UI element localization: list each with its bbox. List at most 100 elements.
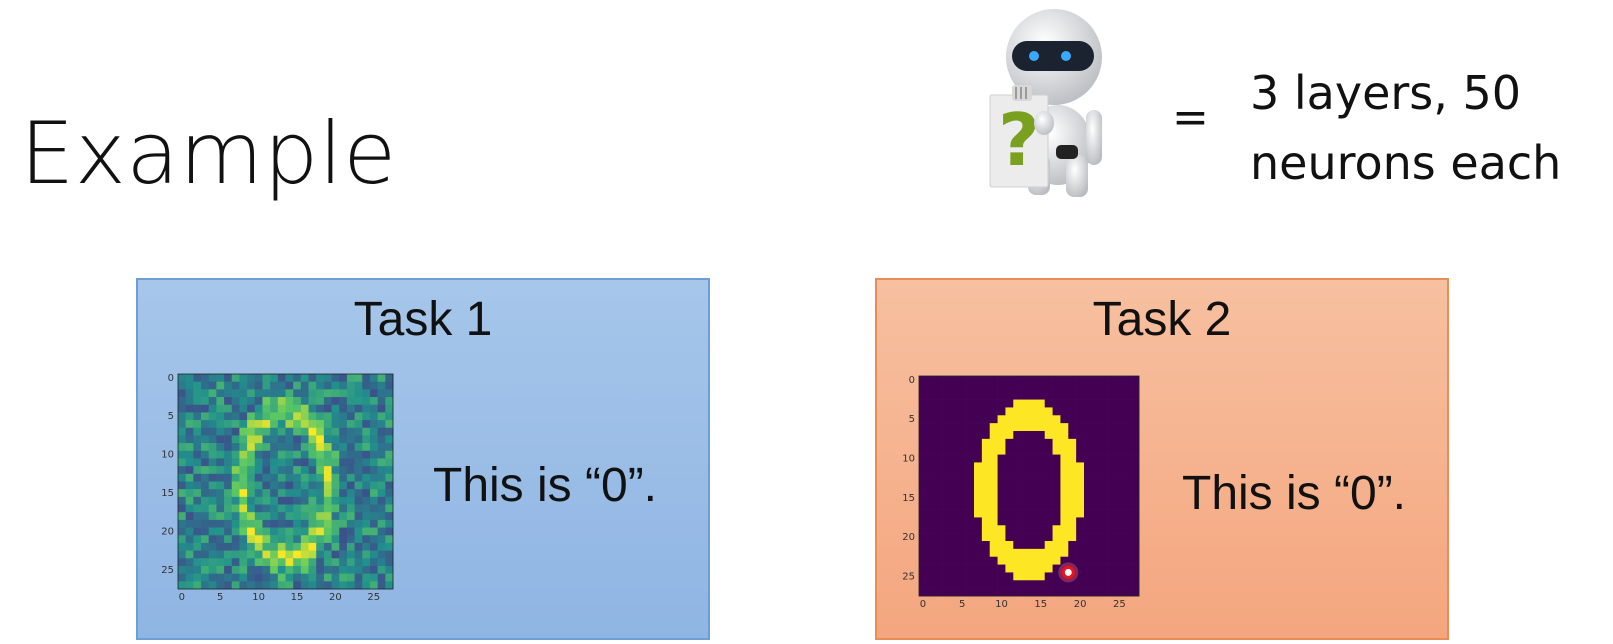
task1-caption: This is “0”.	[433, 459, 658, 512]
pixel-cell	[385, 427, 394, 436]
task2-title: Task 2	[1092, 293, 1232, 346]
pixel-cell	[346, 519, 355, 528]
pixel-cell	[277, 420, 286, 429]
pixel-cell	[981, 525, 991, 534]
y-tick-label: 15	[161, 488, 174, 499]
pixel-cell	[981, 415, 991, 424]
pixel-cell	[1084, 383, 1093, 393]
pixel-cell	[323, 535, 332, 544]
pixel-cell	[934, 415, 943, 424]
pixel-cell	[285, 435, 294, 444]
pixel-cell	[193, 443, 202, 452]
pixel-cell	[354, 550, 363, 559]
pixel-cell	[254, 519, 263, 528]
pixel-cell	[950, 525, 959, 534]
pixel-cell	[331, 420, 340, 429]
pixel-cell	[1005, 470, 1014, 479]
pixel-cell	[1099, 588, 1108, 597]
pixel-cell	[369, 481, 378, 490]
pixel-cell	[285, 374, 294, 382]
pixel-cell	[926, 423, 936, 432]
pixel-cell	[1044, 454, 1053, 463]
pixel-cell	[316, 489, 325, 498]
pixel-cell	[1123, 415, 1132, 424]
pixel-cell	[216, 512, 225, 521]
robot-icon: ?	[989, 9, 1102, 197]
pixel-cell	[1068, 525, 1077, 534]
pixel-cell	[989, 399, 998, 408]
pixel-cell	[950, 470, 959, 479]
pixel-cell	[1115, 493, 1124, 503]
pixel-cell	[208, 550, 217, 559]
pixel-cell	[208, 435, 217, 444]
pixel-cell	[1005, 501, 1014, 510]
pixel-cell	[323, 450, 332, 459]
pixel-cell	[1052, 454, 1061, 463]
pixel-cell	[369, 466, 378, 475]
pixel-cell	[997, 588, 1006, 597]
pixel-cell	[270, 558, 279, 567]
pixel-cell	[262, 512, 271, 521]
pixel-cell	[997, 533, 1006, 542]
pixel-cell	[1044, 509, 1053, 518]
pixel-cell	[277, 466, 286, 475]
pixel-cell	[989, 493, 998, 503]
pixel-cell	[201, 458, 210, 467]
pixel-cell	[254, 443, 263, 452]
pixel-cell	[262, 558, 271, 567]
pixel-cell	[1107, 493, 1116, 503]
pixel-cell	[339, 481, 348, 490]
pixel-cell	[942, 580, 951, 589]
pixel-cell	[201, 527, 210, 536]
pixel-cell	[1013, 383, 1022, 393]
pixel-cell	[1091, 509, 1101, 518]
pixel-cell	[934, 438, 943, 448]
pixel-cell	[339, 397, 348, 406]
pixel-cell	[1076, 588, 1085, 597]
pixel-cell	[942, 431, 951, 440]
pixel-cell	[981, 376, 991, 385]
pixel-cell	[316, 435, 325, 444]
pixel-cell	[1029, 391, 1038, 400]
pixel-cell	[185, 512, 194, 521]
pixel-cell	[270, 527, 279, 536]
pixel-cell	[354, 519, 363, 528]
pixel-cell	[247, 435, 256, 444]
pixel-cell	[958, 486, 967, 495]
pixel-cell	[1052, 470, 1061, 479]
pixel-cell	[270, 542, 279, 551]
pixel-cell	[216, 381, 225, 390]
pixel-cell	[1052, 415, 1061, 424]
pixel-cell	[942, 501, 951, 510]
pixel-cell	[942, 556, 951, 565]
pixel-cell	[201, 473, 210, 482]
pixel-cell	[201, 496, 210, 505]
pixel-cell	[247, 496, 256, 505]
pixel-cell	[316, 535, 325, 544]
pixel-cell	[1013, 470, 1022, 479]
pixel-cell	[316, 527, 325, 536]
pixel-cell	[231, 404, 240, 413]
pixel-cell	[331, 466, 340, 475]
pixel-cell	[1021, 462, 1030, 471]
x-tick-label: 0	[179, 592, 185, 603]
pixel-cell	[377, 542, 386, 551]
pixel-cell	[377, 404, 386, 413]
pixel-cell	[981, 580, 991, 589]
pixel-cell	[1013, 525, 1022, 534]
pixel-cell	[216, 404, 225, 413]
pixel-cell	[201, 420, 210, 429]
pixel-cell	[1068, 509, 1077, 518]
pixel-cell	[1131, 415, 1140, 424]
pixel-cell	[346, 535, 355, 544]
pixel-cell	[989, 564, 998, 573]
pixel-cell	[1084, 391, 1093, 400]
pixel-cell	[997, 423, 1006, 432]
pixel-cell	[1013, 399, 1022, 408]
pixel-cell	[231, 496, 240, 505]
pixel-cell	[1115, 486, 1124, 495]
pixel-cell	[346, 404, 355, 413]
pixel-cell	[1107, 383, 1116, 393]
pixel-cell	[254, 496, 263, 505]
pixel-cell	[193, 420, 202, 429]
